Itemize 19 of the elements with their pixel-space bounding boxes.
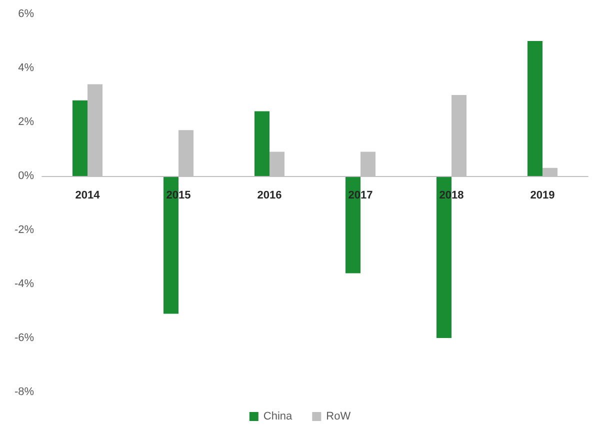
bar: [72, 100, 88, 176]
x-tick-label: 2017: [348, 190, 373, 202]
y-tick-label: -2%: [14, 224, 34, 236]
y-tick-label: -8%: [14, 386, 34, 398]
bar: [254, 111, 270, 176]
x-tick-label: 2016: [257, 190, 282, 202]
x-tick-label: 2014: [75, 190, 101, 202]
legend-label: RoW: [326, 410, 352, 422]
legend-label: China: [263, 410, 294, 422]
bar: [528, 41, 542, 176]
y-tick-label: -6%: [14, 332, 34, 344]
y-tick-label: 4%: [18, 62, 34, 74]
x-tick-label: 2015: [166, 190, 191, 202]
y-tick-label: 6%: [18, 8, 34, 20]
y-tick-label: 2%: [18, 116, 34, 128]
x-tick-label: 2019: [530, 190, 555, 202]
y-tick-label: -4%: [14, 278, 34, 290]
x-tick-label: 2018: [439, 190, 464, 202]
y-tick-label: 0%: [18, 170, 34, 182]
